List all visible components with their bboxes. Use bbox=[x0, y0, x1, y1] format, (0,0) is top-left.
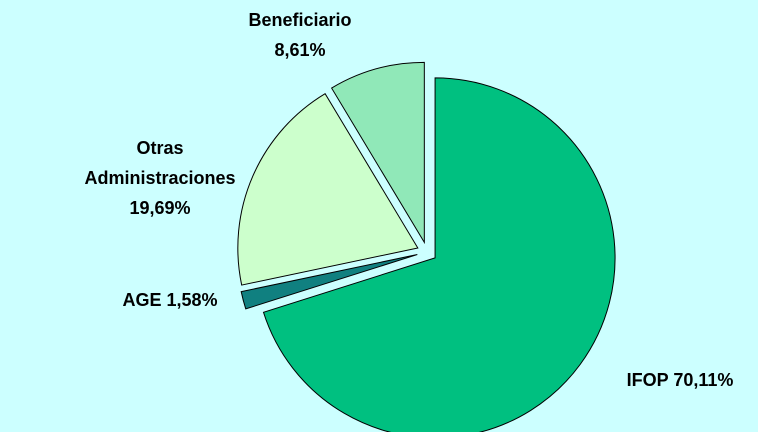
slice-label: AGE 1,58% bbox=[95, 285, 245, 315]
category-label: Otras Administraciones bbox=[84, 138, 236, 188]
value-label: 19,69% bbox=[129, 198, 191, 218]
value-label: 1,58% bbox=[166, 290, 218, 310]
value-label: 8,61% bbox=[274, 40, 326, 60]
slice-label: Beneficiario 8,61% bbox=[215, 5, 385, 65]
pie-slice bbox=[240, 254, 418, 310]
slice-label: Otras Administraciones 19,69% bbox=[60, 133, 260, 223]
category-label: IFOP bbox=[626, 370, 669, 390]
category-label: AGE bbox=[122, 290, 162, 310]
pie-slice bbox=[237, 93, 419, 286]
pie-slice bbox=[330, 61, 425, 245]
slice-label: IFOP 70,11% bbox=[595, 365, 758, 395]
pie-slice bbox=[262, 77, 616, 432]
value-label: 70,11% bbox=[673, 370, 734, 390]
category-label: Beneficiario bbox=[248, 10, 352, 30]
